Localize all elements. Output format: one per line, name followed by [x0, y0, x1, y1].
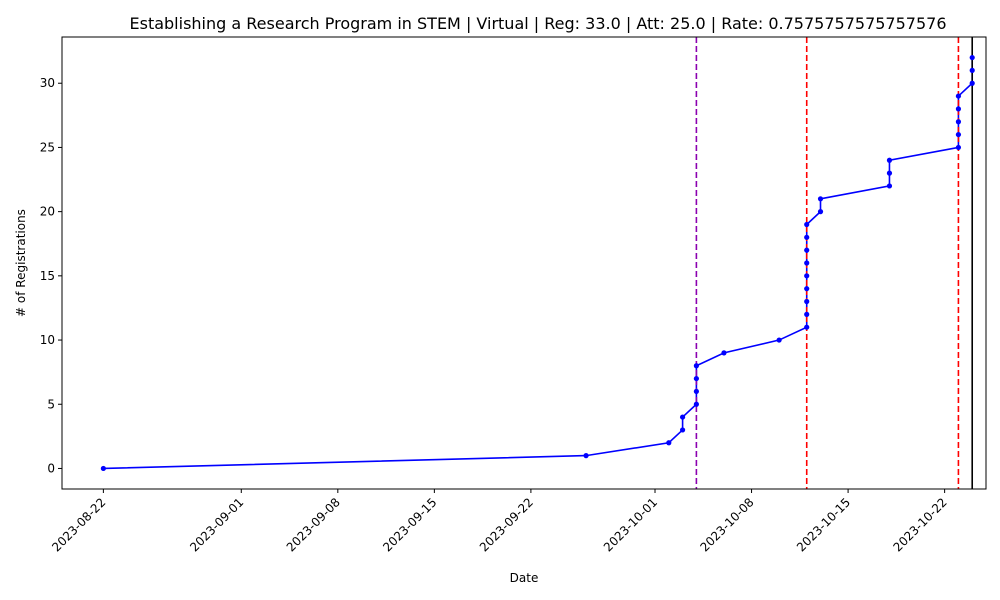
data-point — [693, 401, 699, 407]
data-point — [804, 247, 810, 253]
x-tick-label: 2023-10-15 — [794, 495, 853, 554]
data-point — [693, 363, 699, 369]
data-point — [693, 388, 699, 395]
data-point — [969, 54, 975, 61]
data-point — [804, 298, 810, 305]
x-tick-label: 2023-09-01 — [187, 495, 246, 554]
x-tick-label: 2023-09-15 — [380, 495, 439, 554]
data-point — [804, 286, 810, 292]
data-point — [776, 337, 782, 343]
data-point — [817, 196, 824, 202]
data-point — [693, 375, 699, 382]
data-point — [955, 93, 962, 99]
data-point — [679, 427, 686, 433]
data-point — [804, 273, 810, 279]
y-axis-label: # of Registrations — [14, 209, 28, 317]
data-point — [804, 234, 810, 240]
x-tick-label: 2023-09-22 — [477, 495, 536, 554]
data-point — [804, 260, 810, 266]
y-tick-label: 20 — [40, 205, 55, 219]
data-point — [955, 119, 962, 125]
data-point — [804, 324, 810, 330]
plot-frame — [61, 36, 987, 490]
y-tick-label: 15 — [40, 269, 55, 283]
data-point — [804, 221, 810, 228]
data-point — [886, 170, 893, 176]
y-tick-label: 30 — [40, 76, 55, 90]
x-tick-label: 2023-10-22 — [891, 495, 950, 554]
data-point — [583, 453, 589, 459]
data-point — [721, 350, 727, 356]
y-axis: 0 5 10 15 20 25 30 — [40, 76, 62, 475]
x-tick-label: 2023-09-08 — [284, 495, 343, 554]
data-point — [679, 414, 686, 420]
data-point — [100, 465, 106, 472]
y-tick-label: 10 — [40, 333, 55, 347]
data-point — [955, 144, 962, 151]
chart-title: Establishing a Research Program in STEM … — [130, 14, 947, 33]
data-point — [804, 311, 810, 317]
x-tick-label: 2023-10-08 — [697, 495, 756, 554]
data-point — [955, 106, 962, 112]
series-line — [103, 57, 974, 470]
data-point — [666, 440, 672, 446]
x-tick-label: 2023-10-01 — [601, 495, 660, 554]
data-point — [817, 209, 824, 215]
x-axis: 2023-08-22 2023-09-01 2023-09-08 2023-09-15… — [49, 489, 950, 554]
data-point — [886, 157, 893, 163]
data-point — [969, 67, 975, 73]
y-tick-label: 25 — [40, 140, 55, 154]
data-point — [886, 183, 893, 189]
y-tick-label: 0 — [47, 461, 55, 475]
y-tick-label: 5 — [47, 397, 55, 411]
x-tick-label: 2023-08-22 — [49, 495, 108, 554]
data-point — [969, 80, 975, 86]
plot-area — [100, 37, 975, 489]
data-point — [955, 131, 962, 138]
x-axis-label: Date — [510, 571, 539, 585]
